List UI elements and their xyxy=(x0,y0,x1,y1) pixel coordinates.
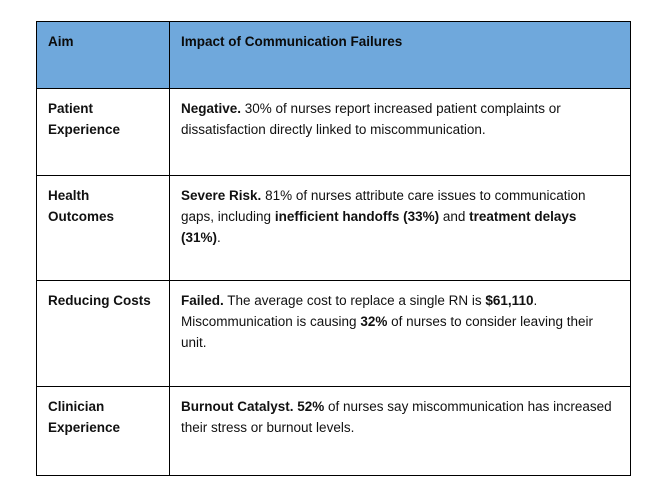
aim-cell: Health Outcomes xyxy=(36,175,170,281)
impact-text-bold: treatment delays (31%) xyxy=(181,209,577,245)
table-row: Patient Experience Negative. 30% of nurse… xyxy=(36,88,631,176)
impact-text: The average cost to replace a single RN … xyxy=(223,293,486,308)
impact-text: of nurses say miscommunication has incre… xyxy=(181,399,612,435)
impact-text: and xyxy=(439,209,470,224)
table-row: Clinician Experience Burnout Catalyst. 52… xyxy=(36,386,631,476)
header-cell-aim: Aim xyxy=(36,21,170,89)
aim-cell: Patient Experience xyxy=(36,88,170,176)
table-body: Patient Experience Negative. 30% of nurse… xyxy=(36,88,631,476)
impact-text: 30% of nurses report increased patient c… xyxy=(181,101,561,137)
impact-cell: Failed. The average cost to replace a si… xyxy=(169,280,631,387)
impact-cell: Severe Risk. 81% of nurses attribute car… xyxy=(169,175,631,281)
impact-cell: Burnout Catalyst. 52% of nurses say misc… xyxy=(169,386,631,476)
impact-text-bold: $61,110 xyxy=(485,293,534,308)
aim-cell: Reducing Costs xyxy=(36,280,170,387)
impact-text: of nurses to consider leaving their unit… xyxy=(181,314,593,350)
impact-text-bold: Negative. xyxy=(181,101,242,116)
header-cell-impact: Impact of Communication Failures xyxy=(169,21,631,89)
header-row: Aim Impact of Communication Failures xyxy=(36,21,631,89)
aim-cell: Clinician Experience xyxy=(36,386,170,476)
table-row: Reducing Costs Failed. The average cost t… xyxy=(36,280,631,387)
impact-text-bold: Severe Risk. xyxy=(181,188,262,203)
impact-cell: Negative. 30% of nurses report increased… xyxy=(169,88,631,176)
impact-text: . xyxy=(217,230,221,245)
impact-text: . Miscommunication is causing xyxy=(181,293,538,329)
impact-text: 81% of nurses attribute care issues to c… xyxy=(181,188,586,224)
impact-text-bold: 32% xyxy=(360,314,388,329)
impact-text-bold: Failed. xyxy=(181,293,224,308)
impact-text-bold: Burnout Catalyst. 52% xyxy=(181,399,325,414)
table-row: Health Outcomes Severe Risk. 81% of nurse… xyxy=(36,175,631,281)
impact-text-bold: inefficient handoffs (33%) xyxy=(274,209,440,224)
impact-table: Aim Impact of Communication Failures Pat… xyxy=(36,21,631,476)
